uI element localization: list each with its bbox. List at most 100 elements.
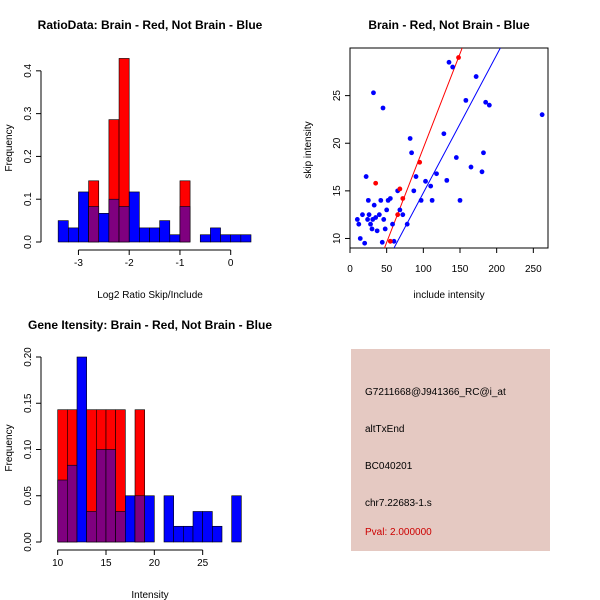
- scatter-point-blue-39: [434, 171, 439, 177]
- scatter-xlabel: include intensity: [413, 290, 484, 301]
- scatter-point-blue-48: [473, 74, 479, 79]
- ratio-title: RatioData: Brain - Red, Not Brain - Blue: [38, 18, 263, 32]
- scatter-point-blue-49: [479, 169, 485, 175]
- ratio-bar-11: [169, 234, 181, 243]
- intensity-x-tick-label-0: 10: [52, 558, 64, 569]
- intensity-histogram-panel: Gene Itensity: Brain - Red, Not Brain - …: [4, 318, 272, 600]
- ratio-bar-9: [149, 227, 160, 243]
- scatter-point-red-6: [456, 55, 461, 60]
- intensity-overlap-bar-0: [57, 479, 68, 543]
- intensity-overlap-bar-6: [115, 511, 126, 543]
- scatter-point-blue-13: [371, 202, 377, 208]
- intensity-overlap-bar-1: [67, 464, 78, 543]
- accession-id: BC040201: [365, 461, 413, 472]
- scatter-point-blue-40: [441, 131, 447, 137]
- scatter-point-blue-8: [366, 212, 372, 218]
- scatter-point-blue-18: [379, 239, 385, 245]
- ratio-x-tick-label-1: -2: [125, 258, 134, 269]
- scatter-point-blue-41: [444, 177, 450, 183]
- intensity-bars: [57, 356, 242, 543]
- scatter-point-blue-47: [468, 164, 474, 170]
- ratio-y-tick-label-2: 0.2: [23, 149, 34, 163]
- scatter-title: Brain - Red, Not Brain - Blue: [368, 18, 530, 32]
- ratio-bar-10: [159, 220, 171, 243]
- intensity-bar-2: [76, 356, 87, 543]
- ratio-y-tick-label-4: 0.4: [23, 63, 34, 77]
- scatter-y-tick-label-0: 10: [332, 232, 343, 244]
- ratio-bar-15: [210, 227, 221, 243]
- intensity-bar-7: [125, 495, 136, 543]
- ratio-overlap-bar-12: [179, 206, 191, 243]
- scatter-point-blue-7: [365, 197, 371, 203]
- intensity-bar-11: [163, 495, 174, 543]
- intensity-y-tick-label-2: 0.10: [23, 439, 34, 459]
- scatter-fit-line-red: [384, 48, 463, 248]
- ratio-bar-7: [128, 191, 140, 243]
- ratio-overlap-bar-5: [108, 198, 120, 243]
- scatter-point-blue-35: [418, 197, 424, 203]
- scatter-point-blue-19: [380, 105, 386, 111]
- scatter-point-red-2: [395, 212, 401, 218]
- scatter-point-blue-25: [390, 221, 395, 227]
- scatter-point-red-4: [400, 196, 406, 201]
- intensity-bar-14: [192, 511, 203, 543]
- ratio-bar-1: [68, 227, 79, 243]
- scatter-point-blue-29: [400, 212, 406, 218]
- scatter-y-tick-label-1: 15: [332, 185, 343, 197]
- scatter-point-blue-44: [453, 155, 459, 160]
- ratio-axes: -3 -2 -1 0 0.0 0.1 0.2 0.3 0.4: [23, 63, 234, 269]
- scatter-plot-frame: [349, 47, 549, 249]
- ratio-bar-4: [98, 213, 110, 243]
- scatter-point-red-3: [397, 186, 403, 192]
- scatter-point-blue-12: [371, 90, 376, 96]
- ratio-bar-17: [230, 234, 242, 243]
- scatter-point-blue-4: [362, 240, 368, 246]
- intensity-y-tick-label-0: 0.00: [23, 532, 34, 552]
- probe-info-panel: G7211668@J941366_RC@i_at altTxEnd BC0402…: [351, 349, 550, 551]
- scatter-point-blue-36: [423, 178, 428, 184]
- scatter-y-tick-label-3: 25: [332, 90, 343, 102]
- scatter-x-tick-label-0: 0: [347, 264, 353, 275]
- ratio-y-tick-label-3: 0.3: [23, 106, 34, 120]
- scatter-ylabel: skip intensity: [303, 121, 314, 178]
- scatter-axes: 0 50 100 150 200 250 10 15 20 25: [332, 90, 542, 275]
- scatter-point-blue-0: [354, 217, 360, 222]
- scatter-point-blue-6: [365, 217, 370, 222]
- ratio-bar-0: [57, 220, 69, 243]
- scatter-point-blue-5: [363, 174, 369, 179]
- scatter-point-red-1: [387, 238, 393, 244]
- intensity-axes: 10 15 20 25 0.00 0.05 0.10 0.15 0.20: [23, 347, 209, 569]
- intensity-bar-18: [231, 495, 242, 543]
- intensity-y-tick-label-4: 0.20: [23, 347, 34, 367]
- scatter-point-blue-15: [374, 228, 380, 234]
- scatter-x-tick-label-1: 50: [381, 264, 393, 275]
- scatter-point-blue-50: [481, 150, 486, 156]
- scatter-point-blue-10: [369, 226, 375, 232]
- intensity-bar-9: [144, 495, 155, 543]
- scatter-point-blue-9: [368, 221, 373, 227]
- scatter-point-blue-52: [486, 102, 492, 108]
- scatter-point-blue-46: [463, 97, 469, 103]
- intensity-x-tick-label-2: 20: [149, 558, 161, 569]
- scatter-point-blue-16: [376, 212, 382, 218]
- ratio-ylabel: Frequency: [4, 124, 15, 171]
- scatter-point-blue-17: [378, 197, 384, 203]
- scatter-point-blue-26: [391, 238, 397, 244]
- ratio-bar-18: [240, 234, 252, 243]
- scatter-y-tick-label-2: 20: [332, 137, 343, 149]
- scatter-x-tick-label-4: 200: [488, 264, 505, 275]
- scatter-point-blue-31: [407, 136, 413, 141]
- intensity-title: Gene Itensity: Brain - Red, Not Brain - …: [28, 318, 272, 332]
- event-type: altTxEnd: [365, 424, 405, 435]
- intensity-bar-12: [173, 525, 184, 543]
- intensity-overlap-bar-4: [96, 449, 107, 543]
- scatter-point-blue-22: [384, 207, 390, 213]
- scatter-point-blue-1: [356, 221, 362, 227]
- intensity-overlap-bar-3: [86, 511, 97, 543]
- scatter-plot-panel: Brain - Red, Not Brain - Blue 0 50 100 150 2…: [303, 18, 549, 301]
- scatter-point-blue-43: [450, 64, 456, 70]
- ratio-y-tick-label-1: 0.1: [23, 192, 34, 206]
- intensity-bar-15: [202, 511, 213, 543]
- genomic-location: chr7.22683-1.s: [365, 498, 432, 509]
